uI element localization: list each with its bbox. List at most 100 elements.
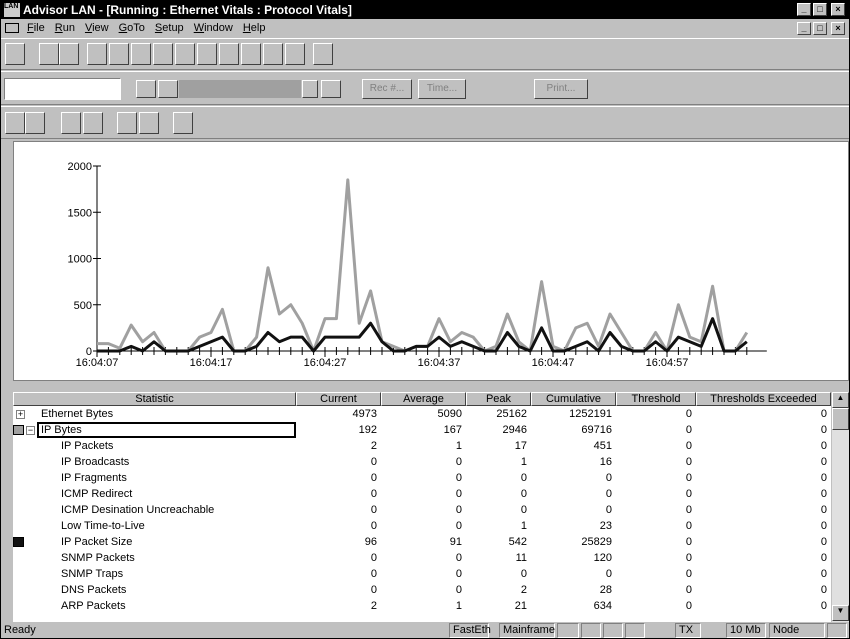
tool-button[interactable] (139, 112, 159, 134)
maximize-button[interactable]: □ (813, 3, 827, 16)
row-label: SNMP Traps (61, 568, 124, 580)
rec-button[interactable]: Rec #... (362, 79, 412, 99)
tool-button[interactable] (87, 43, 107, 65)
print-button[interactable]: Print... (534, 79, 588, 99)
toolbar-view (1, 106, 849, 139)
menu-item[interactable]: View (84, 22, 109, 34)
first-button[interactable] (136, 80, 156, 98)
row-label: IP Bytes (41, 424, 82, 436)
row-value: 0 (820, 520, 827, 532)
tool-button[interactable] (173, 112, 193, 134)
tool-button[interactable] (263, 43, 283, 65)
row-value: 2 (370, 600, 377, 612)
statistics-table: Statistic Current Average Peak Cumulative Thr… (13, 392, 831, 622)
menu-item[interactable]: GoTo (118, 22, 145, 34)
chart-panel: 0 500 1000 1500 2000 16:04:07 16:04:17 16:04:27… (13, 141, 849, 381)
row-label: IP Packet Size (61, 536, 133, 548)
x-tick-label: 16:04:47 (532, 357, 575, 369)
row-value: 0 (455, 520, 462, 532)
row-value: 0 (820, 440, 827, 452)
row-value: 69716 (581, 424, 612, 436)
status-icon (603, 623, 623, 638)
scroll-track[interactable] (179, 80, 301, 98)
last-button[interactable] (321, 80, 341, 98)
column-header[interactable]: Threshold (616, 392, 696, 406)
title-bar: Advisor LAN - [Running : Ethernet Vitals… (1, 1, 849, 19)
row-label: DNS Packets (61, 584, 127, 596)
x-tick-label: 16:04:37 (418, 357, 461, 369)
scroll-thumb[interactable] (832, 408, 849, 430)
collapse-toggle[interactable]: − (26, 425, 35, 435)
row-label: ICMP Desination Uncreachable (61, 504, 215, 516)
x-tick-label: 16:04:07 (76, 357, 119, 369)
y-tick-label: 2000 (68, 161, 92, 173)
menu-item[interactable]: Window (193, 22, 233, 34)
row-value: 0 (455, 568, 462, 580)
tool-button[interactable] (61, 112, 81, 134)
row-value: 0 (370, 552, 377, 564)
row-value: 0 (820, 600, 827, 612)
row-value: 0 (820, 504, 827, 516)
scrollbar[interactable]: ▲ ▼ (832, 392, 849, 622)
doc-minimize[interactable]: _ (797, 22, 811, 35)
time-button[interactable]: Time... (418, 79, 466, 99)
tool-button[interactable] (109, 43, 129, 65)
row-value: 0 (685, 520, 692, 532)
tool-button[interactable] (5, 43, 25, 65)
column-header[interactable]: Current (296, 392, 381, 406)
column-header[interactable]: Average (381, 392, 466, 406)
column-header[interactable]: Peak (466, 392, 531, 406)
row-value: 0 (605, 568, 612, 580)
column-header[interactable]: Statistic (13, 392, 296, 406)
row-value: 0 (605, 488, 612, 500)
row-value: 0 (455, 504, 462, 516)
tool-button[interactable] (131, 43, 151, 65)
row-value: 17 (514, 440, 527, 452)
tool-button[interactable] (5, 112, 25, 134)
tool-button[interactable] (313, 43, 333, 65)
menu-item[interactable]: Setup (154, 22, 184, 34)
row-value: 0 (370, 456, 377, 468)
app-icon: LAN (4, 3, 20, 17)
row-value: 167 (443, 424, 462, 436)
tool-button[interactable] (25, 112, 45, 134)
minimize-button[interactable]: _ (797, 3, 811, 16)
close-button[interactable]: × (831, 3, 845, 16)
row-value: 0 (820, 552, 827, 564)
row-value: 0 (605, 504, 612, 516)
row-value: 0 (455, 584, 462, 596)
menu-item[interactable]: Run (54, 22, 75, 34)
toolbar-main (1, 38, 849, 70)
row-value: 1 (520, 520, 527, 532)
prev-button[interactable] (158, 80, 178, 98)
tool-button[interactable] (219, 43, 239, 65)
doc-close[interactable]: × (831, 22, 845, 35)
tool-button[interactable] (39, 43, 59, 65)
toolbar-navigation: Rec #... Time... Print... (1, 71, 849, 105)
tool-button[interactable] (83, 112, 103, 134)
tool-button[interactable] (175, 43, 195, 65)
menu-item[interactable]: Help (242, 22, 266, 34)
row-value: 0 (685, 536, 692, 548)
record-field[interactable] (4, 78, 121, 100)
expand-toggle[interactable]: + (16, 409, 25, 419)
tool-button[interactable] (241, 43, 261, 65)
row-value: 0 (820, 536, 827, 548)
scroll-up[interactable]: ▲ (832, 392, 849, 408)
tool-button[interactable] (117, 112, 137, 134)
scroll-down[interactable]: ▼ (832, 605, 849, 621)
series-swatch (13, 425, 24, 435)
column-header[interactable]: Cumulative (531, 392, 616, 406)
tool-button[interactable] (59, 43, 79, 65)
tool-button[interactable] (285, 43, 305, 65)
tool-button[interactable] (153, 43, 173, 65)
column-header[interactable]: Thresholds Exceeded (696, 392, 831, 406)
doc-restore[interactable]: □ (813, 22, 827, 35)
row-value: 542 (508, 536, 527, 548)
next-button[interactable] (302, 80, 318, 98)
menu-item[interactable]: File (27, 22, 45, 34)
tool-button[interactable] (197, 43, 217, 65)
row-value: 0 (520, 504, 527, 516)
